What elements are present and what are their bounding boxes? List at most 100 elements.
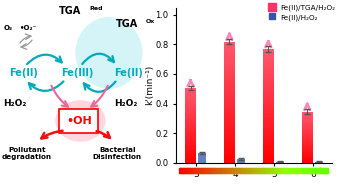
Bar bbox=[302, 139, 313, 140]
Bar bbox=[224, 132, 235, 134]
Bar bbox=[263, 106, 274, 108]
Bar bbox=[263, 57, 274, 58]
Bar bbox=[224, 138, 235, 140]
Bar bbox=[302, 156, 313, 157]
Bar bbox=[263, 58, 274, 60]
Bar bbox=[224, 58, 235, 60]
Bar bbox=[302, 130, 313, 131]
Bar bbox=[302, 115, 313, 116]
Bar bbox=[302, 126, 313, 127]
Bar bbox=[302, 146, 313, 147]
Bar bbox=[263, 140, 274, 142]
Bar bbox=[185, 122, 196, 123]
Text: Fe(II): Fe(II) bbox=[114, 68, 143, 78]
Bar bbox=[263, 85, 274, 87]
Bar bbox=[263, 89, 274, 91]
Bar bbox=[302, 148, 313, 149]
Bar bbox=[302, 158, 313, 159]
Bar bbox=[224, 134, 235, 136]
Bar bbox=[263, 96, 274, 98]
Bar bbox=[302, 147, 313, 148]
Bar bbox=[302, 119, 313, 120]
Bar bbox=[224, 62, 235, 64]
Bar bbox=[224, 140, 235, 142]
Bar bbox=[302, 129, 313, 130]
Text: H₂O₂: H₂O₂ bbox=[114, 99, 137, 108]
Bar bbox=[185, 125, 196, 126]
Text: TGA: TGA bbox=[116, 19, 139, 29]
Bar bbox=[302, 127, 313, 128]
Y-axis label: k'(min⁻¹): k'(min⁻¹) bbox=[145, 65, 154, 105]
Bar bbox=[224, 102, 235, 104]
Bar bbox=[185, 132, 196, 133]
Bar bbox=[302, 125, 313, 126]
Bar bbox=[263, 153, 274, 155]
Bar bbox=[302, 140, 313, 141]
Bar bbox=[224, 114, 235, 116]
Bar bbox=[185, 133, 196, 134]
Bar bbox=[185, 159, 196, 160]
Bar bbox=[302, 161, 313, 162]
Bar bbox=[185, 108, 196, 109]
Bar bbox=[263, 113, 274, 115]
Bar bbox=[237, 159, 245, 163]
Bar bbox=[224, 128, 235, 130]
Bar bbox=[185, 158, 196, 159]
Bar bbox=[185, 140, 196, 141]
Bar bbox=[224, 43, 235, 46]
Bar bbox=[263, 127, 274, 129]
Bar bbox=[185, 104, 196, 105]
Bar bbox=[302, 153, 313, 154]
Bar bbox=[185, 160, 196, 161]
Bar bbox=[224, 159, 235, 160]
Bar bbox=[224, 84, 235, 86]
Text: O₂: O₂ bbox=[3, 25, 12, 31]
Bar bbox=[302, 155, 313, 156]
Bar bbox=[263, 144, 274, 146]
Bar bbox=[302, 137, 313, 138]
Bar bbox=[224, 153, 235, 154]
FancyBboxPatch shape bbox=[60, 109, 98, 133]
Bar bbox=[185, 154, 196, 155]
Bar bbox=[185, 102, 196, 103]
Bar bbox=[224, 156, 235, 159]
Bar bbox=[185, 144, 196, 145]
Bar bbox=[224, 154, 235, 156]
Bar bbox=[224, 70, 235, 72]
Text: •O₂⁻: •O₂⁻ bbox=[20, 25, 38, 31]
Bar bbox=[263, 161, 274, 163]
Bar bbox=[263, 104, 274, 106]
Bar bbox=[263, 62, 274, 64]
Bar bbox=[185, 100, 196, 102]
Bar bbox=[185, 93, 196, 94]
Bar bbox=[263, 149, 274, 151]
Bar bbox=[302, 142, 313, 143]
Bar bbox=[302, 157, 313, 158]
Bar bbox=[224, 124, 235, 126]
Bar bbox=[185, 92, 196, 93]
Bar bbox=[185, 126, 196, 128]
Bar bbox=[302, 133, 313, 134]
Bar bbox=[185, 148, 196, 149]
Bar bbox=[185, 129, 196, 130]
Bar bbox=[302, 124, 313, 125]
Bar bbox=[263, 129, 274, 130]
Bar bbox=[263, 87, 274, 89]
Bar bbox=[263, 109, 274, 111]
Bar bbox=[263, 151, 274, 153]
Bar bbox=[224, 122, 235, 124]
Bar bbox=[302, 151, 313, 152]
Bar bbox=[315, 162, 323, 163]
Bar bbox=[185, 112, 196, 113]
Bar bbox=[276, 162, 284, 163]
Bar bbox=[185, 135, 196, 136]
Text: TGA: TGA bbox=[59, 6, 81, 16]
Bar bbox=[185, 113, 196, 114]
Bar bbox=[224, 66, 235, 68]
Bar bbox=[263, 157, 274, 159]
Bar bbox=[302, 120, 313, 121]
Legend: Fe(II)/TGA/H₂O₂, Fe(II)/H₂O₂: Fe(II)/TGA/H₂O₂, Fe(II)/H₂O₂ bbox=[268, 3, 336, 21]
Bar bbox=[263, 51, 274, 53]
Bar bbox=[263, 72, 274, 74]
Bar bbox=[224, 94, 235, 96]
